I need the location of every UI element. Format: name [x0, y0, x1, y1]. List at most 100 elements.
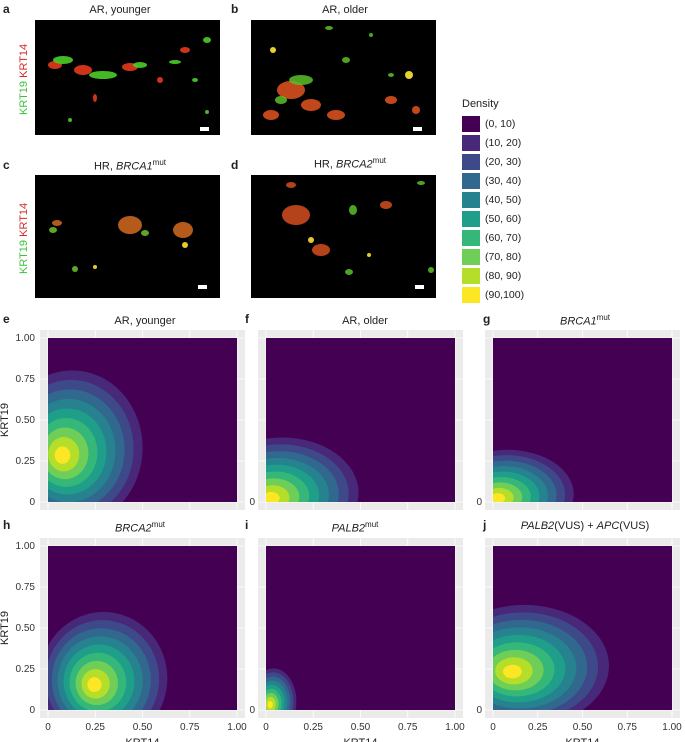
legend-entry: (40, 50)	[462, 191, 521, 209]
x-tick-label: 0.50	[351, 722, 371, 733]
density-panel: 00 0.25 0.50 0.75 1.00 KRT14	[476, 538, 682, 742]
y-tick-label: 0	[29, 497, 35, 508]
x-tick-label: 0	[45, 722, 51, 733]
panel-g-title: BRCA1mut	[559, 313, 611, 328]
legend-entry: (70, 80)	[462, 248, 521, 266]
panel-a-title: AR, younger	[89, 4, 151, 16]
panel-i-title: PALB2mut	[331, 520, 379, 535]
legend-title: Density	[462, 98, 499, 110]
x-tick-label: 1.00	[662, 722, 682, 733]
micrograph-c	[35, 175, 220, 298]
legend-entry: (90,100)	[462, 286, 524, 304]
legend-entry: (60, 70)	[462, 229, 521, 247]
density-level	[503, 664, 522, 679]
legend-swatch	[462, 249, 480, 265]
legend-label: (80, 90)	[485, 270, 522, 282]
panel-b-label: b	[231, 2, 239, 16]
y-tick-label: 1.00	[16, 541, 36, 552]
x-tick-label: 0.25	[528, 722, 548, 733]
legend-label: (30, 40)	[485, 175, 522, 187]
density-panel: 00 0.25 0.50 0.75 1.00 KRT14	[249, 538, 465, 742]
legend-label: (0, 10)	[485, 118, 516, 130]
density-level	[493, 493, 506, 502]
x-tick-label: 0	[490, 722, 496, 733]
density-panel: 0	[249, 330, 463, 510]
y-tick-label: 0.75	[16, 374, 36, 385]
y-tick-label: 0	[249, 705, 255, 716]
micrograph-b	[251, 20, 436, 135]
y-tick-label: 1.00	[16, 333, 36, 344]
density-panel: 0 0.25 0.50 0.75 1.00 KRT19 0 0.25 0.50 0.75 1.00 K…	[0, 538, 247, 742]
density-level	[267, 700, 273, 709]
density-contours	[266, 668, 297, 710]
panel-c-title: HR, BRCA1mut	[93, 158, 167, 173]
legend-label: (90,100)	[485, 289, 525, 301]
legend-swatch	[462, 287, 480, 303]
panel-h-title: BRCA2mut	[114, 520, 166, 535]
scale-bar	[198, 285, 207, 289]
panel-d-label: d	[231, 158, 239, 172]
density-contours	[493, 604, 609, 710]
x-axis-title: KRT14	[125, 737, 159, 742]
legend-entry: (50, 60)	[462, 210, 521, 228]
y-tick-label: 0.50	[16, 623, 36, 634]
density-contours	[266, 437, 359, 502]
density-base	[266, 546, 455, 710]
y-axis-title: KRT19	[0, 611, 11, 645]
legend-swatch	[462, 173, 480, 189]
legend-swatch	[462, 154, 480, 170]
legend-swatch	[462, 268, 480, 284]
density-panel: 0 0.25 0.50 0.75 1.00 KRT19	[0, 330, 245, 510]
scale-bar	[413, 127, 422, 131]
density-contours	[48, 370, 143, 502]
legend-entry: (0, 10)	[462, 115, 515, 133]
legend-entry: (30, 40)	[462, 172, 521, 190]
panel-g-label: g	[483, 312, 491, 326]
scale-bar	[415, 285, 424, 289]
panel-e-label: e	[3, 312, 10, 326]
y-axis-title: KRT19	[0, 403, 11, 437]
y-tick-label: 0	[476, 497, 482, 508]
x-tick-label: 1.00	[445, 722, 465, 733]
x-tick-label: 0.75	[398, 722, 418, 733]
legend-swatch	[462, 192, 480, 208]
x-tick-label: 0.50	[133, 722, 153, 733]
density-contours	[48, 611, 168, 710]
x-tick-label: 0.25	[86, 722, 106, 733]
x-tick-label: 0.25	[304, 722, 324, 733]
legend-label: (20, 30)	[485, 156, 522, 168]
legend-label: (50, 60)	[485, 213, 522, 225]
y-tick-label: 0.50	[16, 415, 36, 426]
density-contours	[493, 449, 574, 502]
panel-i-label: i	[245, 518, 249, 532]
panel-f-label: f	[245, 312, 249, 326]
legend-swatch	[462, 116, 480, 132]
x-tick-label: 0	[263, 722, 269, 733]
panel-a-label: a	[3, 2, 10, 16]
micrograph-a	[35, 20, 220, 135]
panel-b-title: AR, older	[322, 4, 368, 16]
panel-j-title: PALB2(VUS) + APC(VUS)	[520, 520, 650, 532]
panel-d-title: HR, BRCA2mut	[313, 156, 387, 171]
legend-swatch	[462, 230, 480, 246]
y-tick-label: 0.75	[16, 582, 36, 593]
density-level	[266, 491, 280, 502]
legend-swatch	[462, 211, 480, 227]
legend-label: (60, 70)	[485, 232, 522, 244]
x-tick-label: 0.50	[573, 722, 593, 733]
panel-j-label: j	[483, 518, 487, 532]
y-tick-label: 0	[249, 497, 255, 508]
legend-entry: (20, 30)	[462, 153, 521, 171]
legend-entry: (80, 90)	[462, 267, 521, 285]
panel-c-label: c	[3, 158, 10, 172]
y-tick-label: 0	[29, 705, 35, 716]
x-axis-title: KRT14	[565, 737, 599, 742]
legend-entry: (10, 20)	[462, 134, 521, 152]
panel-h-label: h	[3, 518, 11, 532]
x-tick-label: 1.00	[227, 722, 247, 733]
legend-swatch	[462, 135, 480, 151]
y-tick-label: 0	[476, 705, 482, 716]
panel-f-title: AR, older	[342, 315, 388, 327]
scale-bar	[200, 127, 209, 131]
